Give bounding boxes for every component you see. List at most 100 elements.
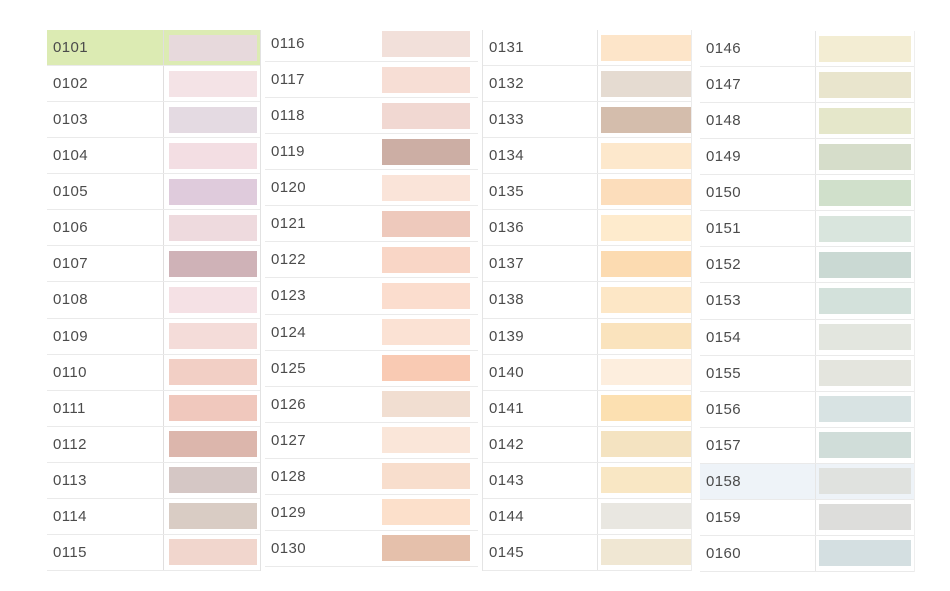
color-row-0129[interactable]: 0129	[265, 495, 478, 531]
color-row-0136[interactable]: 0136	[483, 210, 691, 247]
color-row-0101[interactable]: 0101	[47, 30, 260, 67]
swatch-cell	[382, 206, 478, 241]
color-row-0158[interactable]: 0158	[700, 463, 914, 500]
color-row-0114[interactable]: 0114	[47, 498, 260, 535]
swatch-cell	[597, 426, 691, 462]
color-row-0121[interactable]: 0121	[265, 206, 478, 243]
color-row-0125[interactable]: 0125	[265, 351, 478, 387]
swatch-cell	[815, 499, 914, 535]
color-row-0116[interactable]: 0116	[265, 26, 478, 63]
color-row-0104[interactable]: 0104	[47, 138, 260, 175]
color-row-0157[interactable]: 0157	[700, 427, 914, 464]
color-row-0144[interactable]: 0144	[483, 498, 691, 535]
color-row-0123[interactable]: 0123	[265, 278, 478, 315]
color-row-0142[interactable]: 0142	[483, 426, 691, 463]
color-row-0155[interactable]: 0155	[700, 355, 914, 392]
color-swatch	[169, 250, 257, 277]
swatch-cell	[163, 138, 260, 174]
color-row-0137[interactable]: 0137	[483, 246, 691, 283]
swatch-cell	[815, 283, 914, 319]
color-swatch	[601, 395, 691, 422]
color-row-0139[interactable]: 0139	[483, 318, 691, 355]
swatch-cell	[597, 462, 691, 498]
color-code: 0119	[271, 143, 305, 161]
swatch-cell	[163, 354, 260, 390]
color-row-0105[interactable]: 0105	[47, 174, 260, 211]
color-row-0133[interactable]: 0133	[483, 102, 691, 139]
color-row-0117[interactable]: 0117	[265, 62, 478, 99]
color-swatch	[819, 251, 911, 278]
color-swatch	[819, 35, 911, 62]
color-code: 0152	[706, 256, 741, 274]
color-row-0160[interactable]: 0160	[700, 535, 914, 572]
swatch-cell	[382, 315, 478, 350]
color-code: 0128	[271, 467, 306, 485]
color-row-0141[interactable]: 0141	[483, 390, 691, 427]
color-row-0115[interactable]: 0115	[47, 534, 260, 571]
color-row-0154[interactable]: 0154	[700, 319, 914, 356]
color-row-0134[interactable]: 0134	[483, 138, 691, 175]
swatch-cell	[597, 246, 691, 282]
color-code: 0113	[53, 471, 87, 489]
color-row-0126[interactable]: 0126	[265, 387, 478, 423]
color-row-0112[interactable]: 0112	[47, 426, 260, 463]
color-swatch	[382, 427, 470, 454]
color-row-0150[interactable]: 0150	[700, 175, 914, 212]
color-row-0151[interactable]: 0151	[700, 211, 914, 248]
swatch-cell	[597, 138, 691, 174]
swatch-cell	[163, 246, 260, 282]
color-row-0119[interactable]: 0119	[265, 134, 478, 171]
color-row-0152[interactable]: 0152	[700, 247, 914, 284]
color-row-0156[interactable]: 0156	[700, 391, 914, 428]
color-row-0148[interactable]: 0148	[700, 103, 914, 140]
color-row-0153[interactable]: 0153	[700, 283, 914, 320]
color-row-0118[interactable]: 0118	[265, 98, 478, 135]
color-swatch	[601, 467, 691, 494]
color-row-0109[interactable]: 0109	[47, 318, 260, 355]
color-row-0131[interactable]: 0131	[483, 30, 691, 67]
color-swatch	[169, 178, 257, 205]
color-code: 0153	[706, 292, 741, 310]
color-row-0120[interactable]: 0120	[265, 170, 478, 207]
color-row-0113[interactable]: 0113	[47, 462, 260, 499]
color-code: 0149	[706, 148, 741, 166]
color-row-0140[interactable]: 0140	[483, 354, 691, 391]
color-row-0138[interactable]: 0138	[483, 282, 691, 319]
swatch-cell	[815, 67, 914, 103]
swatch-cell	[163, 174, 260, 210]
color-row-0149[interactable]: 0149	[700, 139, 914, 176]
color-code: 0105	[53, 183, 88, 201]
color-swatch	[169, 539, 257, 566]
color-code: 0138	[489, 291, 524, 309]
color-swatch	[169, 214, 257, 241]
swatch-cell	[597, 102, 691, 138]
color-row-0130[interactable]: 0130	[265, 531, 478, 567]
color-row-0146[interactable]: 0146	[700, 31, 914, 68]
color-row-0122[interactable]: 0122	[265, 242, 478, 279]
color-row-0111[interactable]: 0111	[47, 390, 260, 427]
color-row-0159[interactable]: 0159	[700, 499, 914, 536]
color-code: 0135	[489, 183, 524, 201]
color-row-0147[interactable]: 0147	[700, 67, 914, 104]
color-code: 0136	[489, 219, 524, 237]
color-row-0103[interactable]: 0103	[47, 102, 260, 139]
color-row-0143[interactable]: 0143	[483, 462, 691, 499]
color-row-0107[interactable]: 0107	[47, 246, 260, 283]
color-row-0124[interactable]: 0124	[265, 315, 478, 351]
color-row-0102[interactable]: 0102	[47, 66, 260, 103]
color-row-0110[interactable]: 0110	[47, 354, 260, 391]
color-row-0135[interactable]: 0135	[483, 174, 691, 211]
color-code: 0107	[53, 255, 88, 273]
color-row-0108[interactable]: 0108	[47, 282, 260, 319]
color-row-0132[interactable]: 0132	[483, 66, 691, 103]
color-row-0127[interactable]: 0127	[265, 423, 478, 459]
swatch-cell	[163, 30, 260, 66]
color-code: 0150	[706, 184, 741, 202]
color-row-0128[interactable]: 0128	[265, 459, 478, 495]
color-row-0106[interactable]: 0106	[47, 210, 260, 247]
color-swatch	[601, 142, 691, 169]
color-row-0145[interactable]: 0145	[483, 534, 691, 571]
color-code: 0134	[489, 147, 524, 165]
color-swatch	[601, 359, 691, 386]
